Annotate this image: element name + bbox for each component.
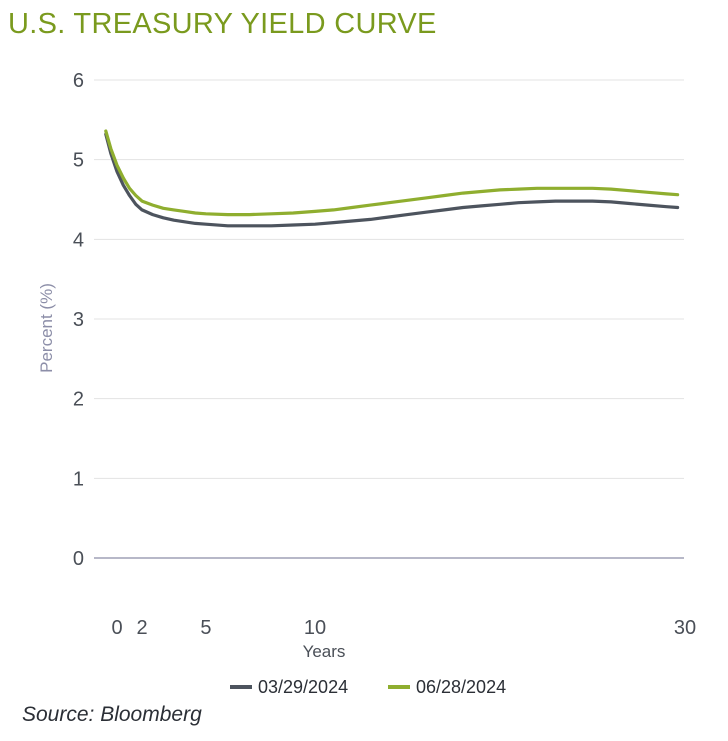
y-tick-label: 6 <box>73 70 84 92</box>
y-tick-label: 3 <box>73 309 84 331</box>
y-tick-label: 2 <box>73 389 84 411</box>
y-axis-label: Percent (%) <box>37 283 56 373</box>
series-line-2 <box>104 129 680 217</box>
x-tick-label: 5 <box>200 617 211 639</box>
y-tick-label: 1 <box>73 468 84 490</box>
y-tick-labels: 0 1 2 3 4 5 6 <box>73 70 84 570</box>
x-tick-label: 2 <box>136 617 147 639</box>
x-tick-label: 0 <box>111 617 122 639</box>
x-tick-labels: 0 2 5 10 30 <box>111 617 696 639</box>
gridlines <box>94 79 684 559</box>
y-tick-label: 0 <box>73 548 84 570</box>
legend-label: 03/29/2024 <box>258 677 348 697</box>
y-tick-label: 5 <box>73 150 84 172</box>
x-axis-label: Years <box>303 642 346 661</box>
series-lines <box>104 129 680 228</box>
series-line-1 <box>104 132 680 228</box>
chart-title: U.S. TREASURY YIELD CURVE <box>8 8 437 40</box>
x-tick-label: 30 <box>674 617 696 639</box>
legend: 03/29/2024 06/28/2024 <box>230 677 506 697</box>
y-tick-label: 4 <box>73 229 84 251</box>
source-note: Source: Bloomberg <box>22 703 202 726</box>
x-tick-label: 10 <box>304 617 326 639</box>
legend-label: 06/28/2024 <box>416 677 506 697</box>
